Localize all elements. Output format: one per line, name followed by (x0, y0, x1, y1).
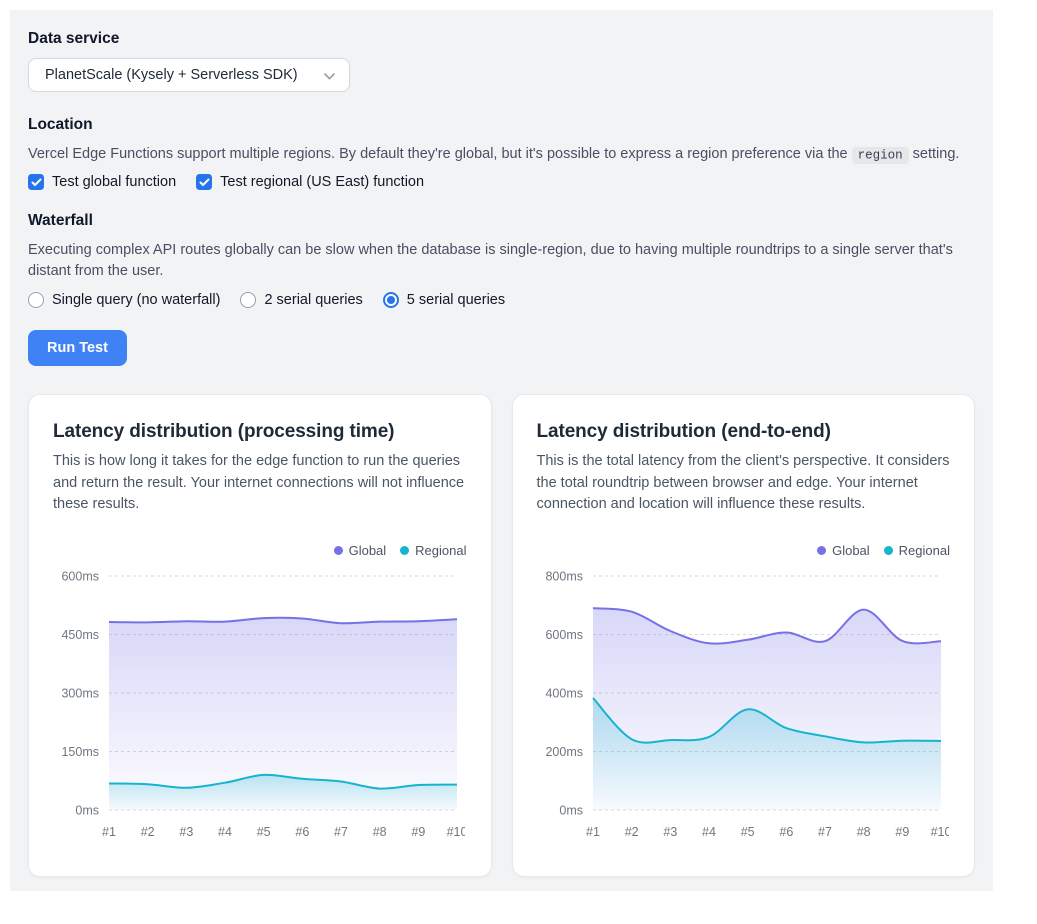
chevron-down-icon (323, 72, 335, 80)
legend-label: Regional (415, 543, 467, 559)
radio-selected-icon[interactable] (382, 292, 399, 309)
settings-panel: Data service PlanetScale (Kysely + Serve… (10, 10, 993, 892)
option-label: 2 serial queries (264, 292, 363, 309)
charts-row: Latency distribution (processing time) T… (28, 394, 975, 878)
y-axis-tick-label: 150ms (61, 745, 99, 759)
x-axis-tick-label: #10 (447, 825, 465, 839)
x-axis-tick-label: #5 (740, 825, 754, 839)
legend-item-global: Global (333, 543, 387, 559)
checkbox-option-test-global-function[interactable]: Test global function (28, 174, 177, 191)
x-axis-tick-label: #5 (257, 825, 271, 839)
latency-area-chart: 800ms 600ms 400ms 200ms 0ms#1 #2 #3 #4 #5 #6 #7 #8 #… (545, 570, 949, 840)
x-axis-tick-label: #2 (141, 825, 155, 839)
y-axis-tick-label: 0ms (75, 804, 99, 818)
x-axis-tick-label: #3 (663, 825, 677, 839)
regional-line (591, 697, 941, 745)
x-axis-tick-label: #10 (930, 825, 948, 839)
x-axis-tick-label: #4 (218, 825, 232, 839)
latency-end-to-end-chart: 800ms 600ms 400ms 200ms 0ms #1 #2 #3 #4 #5 #6 #7 #8 #… (537, 562, 951, 854)
regional-area-fill (592, 698, 941, 811)
x-axis-tick-label: #9 (411, 825, 425, 839)
x-axis-tick-label: #8 (856, 825, 870, 839)
legend-label: Global (348, 543, 387, 559)
chart-title: Latency distribution (end-to-end) (536, 421, 831, 443)
legend-item-regional: Regional (400, 543, 467, 559)
run-test-button[interactable]: Run Test (28, 330, 127, 367)
data-service-heading: Data service (28, 30, 120, 47)
y-axis-tick-label: 0ms (559, 804, 583, 818)
x-axis-tick-label: #3 (179, 825, 193, 839)
y-axis-tick-label: 450ms (61, 628, 99, 642)
radio-option-2-serial-queries[interactable]: 2 serial queries (240, 292, 363, 309)
y-axis-tick-label: 200ms (545, 745, 583, 759)
y-axis-tick-label: 600ms (61, 570, 99, 584)
legend-item-regional: Regional (883, 543, 950, 559)
option-label: 5 serial queries (406, 292, 506, 309)
radio-icon[interactable] (240, 292, 257, 309)
x-axis-tick-label: #2 (624, 825, 638, 839)
x-axis-tick-label: #1 (102, 825, 116, 839)
option-label: Single query (no waterfall) (52, 292, 221, 309)
radio-option-single-query-no-waterfall[interactable]: Single query (no waterfall) (28, 292, 221, 309)
legend-label: Regional (898, 543, 950, 559)
chart-title: Latency distribution (processing time) (53, 421, 395, 443)
chart-legend: Global Regional (537, 543, 950, 559)
x-axis-tick-label: #7 (334, 825, 348, 839)
y-axis-tick-label: 300ms (61, 687, 99, 701)
x-axis-tick-label: #8 (373, 825, 387, 839)
y-axis-tick-label: 800ms (545, 570, 583, 584)
x-axis-tick-label: #6 (295, 825, 309, 839)
location-checkbox-group: Test global function Test regional (US Ea… (28, 174, 975, 191)
radio-option-5-serial-queries[interactable]: 5 serial queries (382, 292, 506, 309)
waterfall-heading: Waterfall (28, 212, 93, 230)
inline-code-chip: region (851, 146, 909, 164)
legend-label: Global (832, 543, 870, 559)
y-axis-tick-label: 400ms (545, 687, 583, 701)
location-description: Vercel Edge Functions support multiple r… (28, 146, 960, 164)
x-axis-tick-label: #4 (702, 825, 716, 839)
global-line (592, 607, 941, 646)
option-label: Test global function (52, 174, 177, 191)
latency-processing-chart: 600ms 450ms 300ms 150ms 0ms #1 #2 #3 #4 #5 #6 #7 #8 #… (53, 562, 467, 854)
x-axis-tick-label: #6 (779, 825, 793, 839)
legend-dot-icon (817, 546, 827, 556)
data-service-selected-value: PlanetScale (Kysely + Serverless SDK) (45, 67, 298, 83)
legend-dot-icon (883, 546, 893, 556)
waterfall-radio-group: Single query (no waterfall) 2 serial quer… (28, 292, 975, 309)
regional-area-fill (109, 775, 457, 811)
checkbox-option-test-regional-us-east-function[interactable]: Test regional (US East) function (196, 174, 425, 191)
waterfall-description: Executing complex API routes globally ca… (28, 242, 953, 280)
latency-area-chart: 600ms 450ms 300ms 150ms 0ms#1 #2 #3 #4 #5 #6 #7 #8 #… (61, 570, 465, 840)
legend-dot-icon (400, 546, 410, 556)
y-axis-tick-label: 600ms (545, 628, 583, 642)
chart-description: This is how long it takes for the edge f… (53, 453, 465, 512)
global-area-fill (109, 618, 457, 811)
x-axis-tick-label: #9 (895, 825, 909, 839)
chart-legend: Global Regional (53, 543, 467, 558)
data-service-select[interactable]: PlanetScale (Kysely + Serverless SDK) (28, 58, 350, 92)
x-axis-tick-label: #7 (818, 825, 832, 839)
global-line (108, 617, 458, 625)
legend-item-global: Global (817, 543, 870, 558)
end-to-end-card: Latency distribution (end-to-end) This i… (511, 394, 975, 878)
chart-description: This is the total latency from the clien… (536, 453, 950, 512)
option-label: Test regional (US East) function (220, 174, 425, 191)
radio-icon[interactable] (28, 292, 44, 309)
regional-line (108, 774, 458, 791)
x-axis-tick-label: #1 (586, 825, 600, 839)
checkbox-checked-icon[interactable] (196, 174, 213, 191)
location-heading: Location (28, 116, 93, 133)
legend-dot-icon (333, 546, 343, 556)
processing-time-card: Latency distribution (processing time) T… (28, 394, 492, 878)
checkbox-checked-icon[interactable] (28, 174, 44, 191)
